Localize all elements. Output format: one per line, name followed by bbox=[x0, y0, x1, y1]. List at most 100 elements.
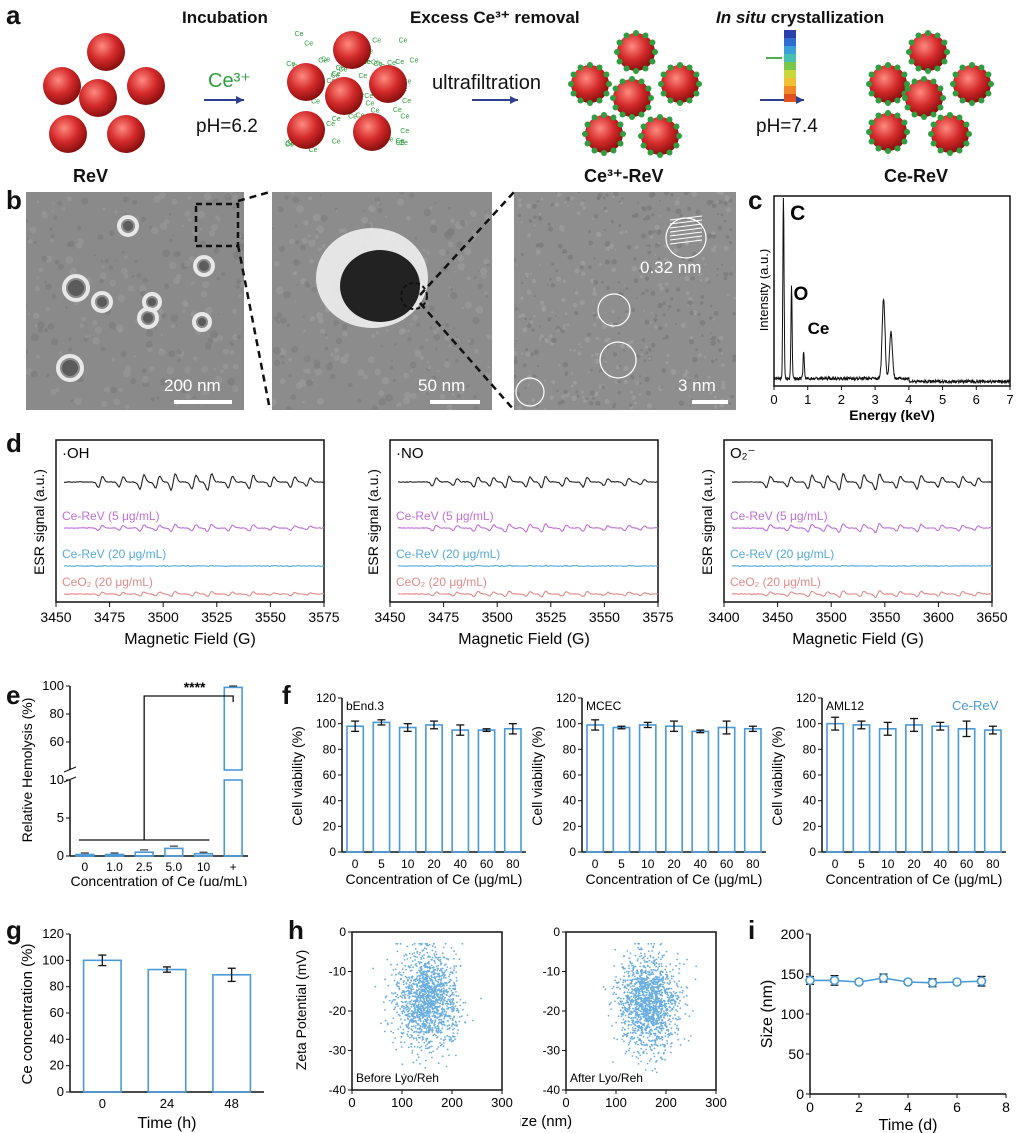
x-axis-label: Concentration of Ce (μg/mL) bbox=[586, 871, 763, 887]
y-tick-label: -20 bbox=[543, 1004, 561, 1018]
scatter-point bbox=[686, 1004, 689, 1007]
ce-nanoparticle bbox=[584, 121, 591, 128]
scatter-point bbox=[635, 1007, 638, 1010]
scatter-point bbox=[650, 942, 653, 945]
scatter-point bbox=[674, 1023, 677, 1026]
hrtem-noise bbox=[637, 201, 640, 204]
tem-noise bbox=[392, 378, 396, 383]
ph-7-4: pH=7.4 bbox=[756, 116, 818, 137]
bar bbox=[826, 722, 845, 853]
scatter-point bbox=[662, 986, 665, 989]
hrtem-noise bbox=[514, 356, 518, 359]
scatter-point bbox=[638, 955, 641, 958]
scatter-point bbox=[396, 1002, 398, 1004]
scatter-point bbox=[674, 1002, 676, 1005]
scatter-point bbox=[661, 956, 664, 959]
scatter-point bbox=[425, 980, 428, 983]
x-tick-label: 3575 bbox=[642, 609, 673, 625]
scatter-point bbox=[409, 1012, 411, 1015]
hrtem-noise bbox=[556, 328, 561, 333]
tem-noise bbox=[54, 259, 60, 265]
scatter-point bbox=[623, 986, 626, 989]
scatter-point bbox=[400, 1041, 402, 1044]
scatter-point bbox=[646, 1062, 649, 1065]
scatter-point bbox=[399, 942, 402, 945]
y-tick-label: 120 bbox=[316, 691, 336, 705]
tem-noise bbox=[84, 335, 88, 339]
tem-noise bbox=[464, 301, 472, 309]
scatter-point bbox=[395, 1048, 398, 1051]
scatter-point bbox=[644, 1005, 647, 1007]
scatter-point bbox=[418, 953, 421, 956]
scatter-point bbox=[412, 1017, 415, 1020]
scatter-point bbox=[423, 984, 425, 987]
scatter-point bbox=[628, 999, 631, 1002]
x-tick-label: 0 bbox=[562, 1095, 569, 1110]
x-tick-label: 3550 bbox=[589, 609, 620, 625]
hrtem-noise bbox=[643, 359, 647, 363]
esr-trace bbox=[731, 522, 993, 534]
scatter-point bbox=[446, 1000, 448, 1003]
tem-noise bbox=[419, 345, 424, 350]
tem-noise bbox=[473, 394, 477, 399]
data-point bbox=[976, 976, 987, 987]
scatter-point bbox=[643, 1013, 646, 1016]
tem-vesicle-core bbox=[199, 261, 209, 271]
scatter-point bbox=[411, 1036, 413, 1038]
scatter-point bbox=[394, 998, 396, 1001]
tem-noise bbox=[81, 316, 86, 322]
ph-scale-segment bbox=[784, 94, 796, 102]
scatter-point bbox=[442, 1042, 445, 1044]
esr-trace bbox=[63, 590, 325, 598]
hrtem-noise bbox=[691, 192, 697, 197]
scatter-point bbox=[437, 978, 440, 981]
scatter-point bbox=[417, 1056, 420, 1058]
scatter-point bbox=[621, 1038, 623, 1041]
scatter-point bbox=[423, 973, 425, 976]
x-tick-label: 40 bbox=[934, 857, 948, 871]
ce-nanoparticle bbox=[647, 149, 654, 156]
hrtem-noise bbox=[517, 203, 523, 208]
scatter-point bbox=[643, 1022, 646, 1025]
hrtem-noise bbox=[553, 332, 555, 335]
x-tick-label: 20 bbox=[667, 857, 681, 871]
scatter-annotation: Before Lyo/Reh bbox=[356, 1071, 439, 1085]
panel-label-d: d bbox=[6, 428, 22, 458]
y-axis-label: Ce concentration (%) bbox=[19, 944, 36, 1085]
hrtem-noise bbox=[711, 359, 715, 364]
tem-noise bbox=[342, 331, 348, 337]
scatter-point bbox=[669, 963, 672, 966]
bar bbox=[957, 727, 976, 853]
ph-scale-segment bbox=[784, 38, 796, 46]
ce-nanoparticle bbox=[868, 138, 875, 145]
tem-noise bbox=[169, 238, 174, 243]
scale-label-3nm: 3 nm bbox=[678, 376, 716, 395]
scatter-point bbox=[444, 1036, 446, 1038]
scatter-point bbox=[417, 982, 420, 985]
scatter-point bbox=[428, 985, 430, 987]
hrtem-noise bbox=[726, 294, 729, 297]
y-tick-label: 0 bbox=[569, 845, 576, 859]
scatter-point bbox=[421, 980, 424, 983]
hrtem-noise bbox=[638, 375, 642, 378]
x-tick-label: 5 bbox=[618, 857, 625, 871]
vesicle-ce3-rev bbox=[571, 65, 609, 103]
hrtem-noise bbox=[593, 279, 599, 285]
scatter-point bbox=[421, 1004, 424, 1007]
vesicle-ce3-rev bbox=[617, 33, 655, 71]
tem-noise bbox=[380, 345, 383, 348]
tem-noise bbox=[36, 200, 40, 203]
tem-noise bbox=[201, 387, 210, 396]
ce-nanoparticle bbox=[642, 32, 649, 39]
scatter-point bbox=[667, 977, 669, 980]
scatter-point bbox=[430, 974, 433, 977]
scatter-point bbox=[634, 1029, 636, 1032]
scatter-point bbox=[431, 1029, 433, 1032]
hrtem-noise bbox=[573, 348, 576, 352]
hrtem-noise bbox=[551, 337, 557, 344]
x-tick-label: 0 bbox=[81, 860, 88, 874]
scatter-point bbox=[453, 984, 455, 987]
tem-noise bbox=[447, 206, 452, 211]
scatter-point bbox=[666, 993, 668, 995]
ce-nanoparticle bbox=[925, 68, 931, 74]
